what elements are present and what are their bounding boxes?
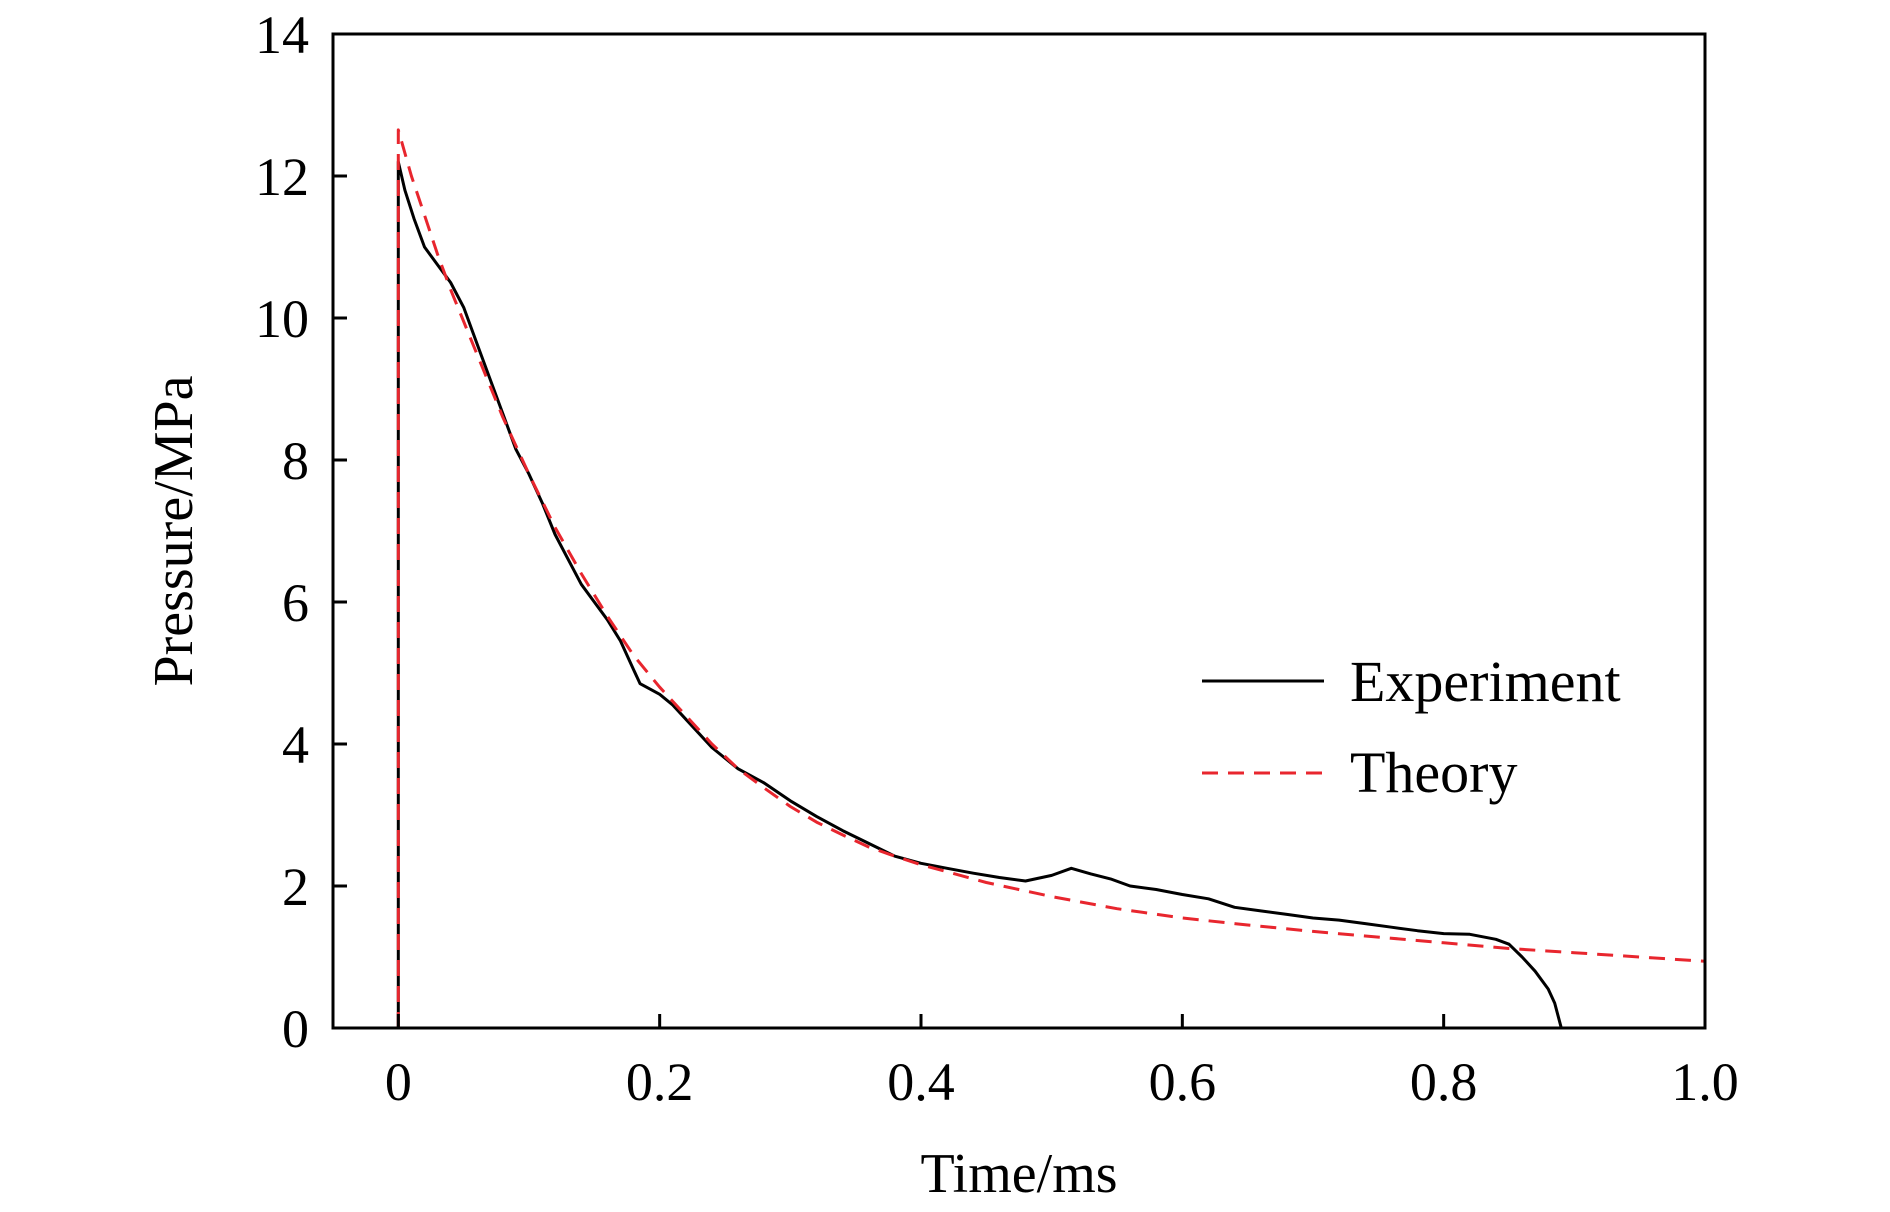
x-axis: 0 0.2 0.4 0.6 0.8 1.0 xyxy=(385,1014,1739,1112)
y-tick-label: 14 xyxy=(255,5,309,65)
y-tick-label: 12 xyxy=(255,147,309,207)
x-tick-label: 0.4 xyxy=(887,1052,955,1112)
y-tick-label: 10 xyxy=(255,289,309,349)
y-tick-label: 0 xyxy=(282,999,309,1059)
plot-frame xyxy=(331,32,1707,1030)
x-tick-label: 0 xyxy=(385,1052,412,1112)
x-tick-label: 0.6 xyxy=(1149,1052,1217,1112)
x-axis-title: Time/ms xyxy=(920,1143,1117,1205)
series-line-experiment xyxy=(396,160,1563,1028)
y-tick-label: 8 xyxy=(282,431,309,491)
y-tick-label: 2 xyxy=(282,857,309,917)
series-line-theory xyxy=(396,128,1705,1028)
x-tick-label: 0.8 xyxy=(1410,1052,1478,1112)
legend: Experiment Theory xyxy=(1202,649,1621,805)
x-tick-label: 1.0 xyxy=(1671,1052,1739,1112)
legend-label-theory: Theory xyxy=(1350,740,1518,805)
legend-label-experiment: Experiment xyxy=(1350,649,1621,714)
y-axis: 0 2 4 6 8 10 12 14 xyxy=(255,5,347,1059)
y-axis-title: Pressure/MPa xyxy=(143,375,205,686)
x-tick-label: 0.2 xyxy=(626,1052,694,1112)
y-tick-label: 6 xyxy=(282,573,309,633)
series-layer xyxy=(396,128,1705,1028)
y-tick-label: 4 xyxy=(282,715,309,775)
